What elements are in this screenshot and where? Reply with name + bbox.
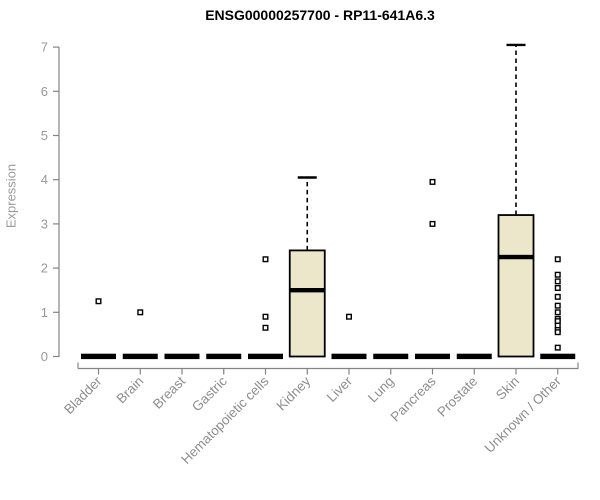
x-category-label: Bladder — [61, 373, 105, 417]
box-prostate — [456, 353, 492, 360]
outlier-point — [554, 271, 561, 278]
x-category-label: Breast — [150, 373, 188, 411]
x-category-label: Brain — [113, 374, 146, 407]
y-tick-label: 4 — [41, 172, 48, 187]
box-liver — [331, 313, 367, 360]
box-kidney — [288, 176, 326, 358]
iqr-box — [288, 249, 326, 358]
outlier-point — [137, 309, 144, 316]
y-tick-label: 5 — [41, 128, 48, 143]
outlier-point — [262, 313, 269, 320]
outlier-point — [554, 284, 561, 291]
y-tick-label: 3 — [41, 216, 48, 231]
median-line — [373, 353, 409, 360]
y-axis: 0 1 2 3 4 5 6 7 — [41, 40, 60, 364]
outlier-point — [554, 329, 561, 336]
median-line — [164, 353, 200, 360]
x-category-label: Unknown / Other — [482, 373, 565, 456]
box-bladder — [81, 298, 116, 360]
outlier-point — [262, 256, 269, 263]
x-category-label: Prostate — [434, 374, 480, 420]
box-unknown-other — [540, 256, 576, 360]
x-category-label: Gastric — [189, 373, 230, 414]
outlier-point — [429, 220, 436, 227]
outlier-point — [554, 293, 561, 300]
box-gastric — [206, 353, 242, 360]
outlier-point — [554, 278, 561, 285]
box-breast — [164, 353, 200, 360]
outlier-point — [262, 324, 269, 331]
median-line — [248, 353, 283, 360]
median-line — [415, 353, 450, 360]
median-line — [81, 353, 116, 360]
outlier-point — [429, 178, 436, 185]
median-line — [331, 353, 367, 360]
median-line — [206, 353, 242, 360]
box-skin — [497, 43, 535, 358]
outlier-point — [554, 302, 561, 309]
box-lung — [373, 353, 409, 360]
median-line — [540, 353, 576, 360]
box-hematopoietic-cells — [248, 256, 283, 360]
x-category-label: Kidney — [274, 373, 314, 413]
x-category-label: Pancreas — [388, 373, 439, 424]
outlier-point — [554, 256, 561, 263]
x-category-label: Liver — [324, 373, 356, 405]
y-tick-label: 1 — [41, 305, 48, 320]
outlier-point — [554, 309, 561, 316]
outlier-point — [95, 298, 102, 305]
box-brain — [122, 309, 158, 360]
outlier-point — [554, 344, 561, 351]
median-line — [456, 353, 492, 360]
x-category-label: Lung — [365, 374, 397, 406]
y-tick-label: 6 — [41, 84, 48, 99]
median-line — [498, 254, 534, 260]
outlier-point — [346, 313, 353, 320]
median-line — [289, 288, 325, 293]
x-category-label: Skin — [493, 374, 522, 403]
y-tick-label: 0 — [41, 349, 48, 364]
box-pancreas — [415, 178, 450, 360]
y-tick-label: 2 — [41, 261, 48, 276]
y-tick-label: 7 — [41, 40, 48, 55]
median-line — [122, 353, 158, 360]
chart-title: ENSG00000257700 - RP11-641A6.3 — [205, 7, 435, 23]
iqr-box — [497, 214, 535, 358]
